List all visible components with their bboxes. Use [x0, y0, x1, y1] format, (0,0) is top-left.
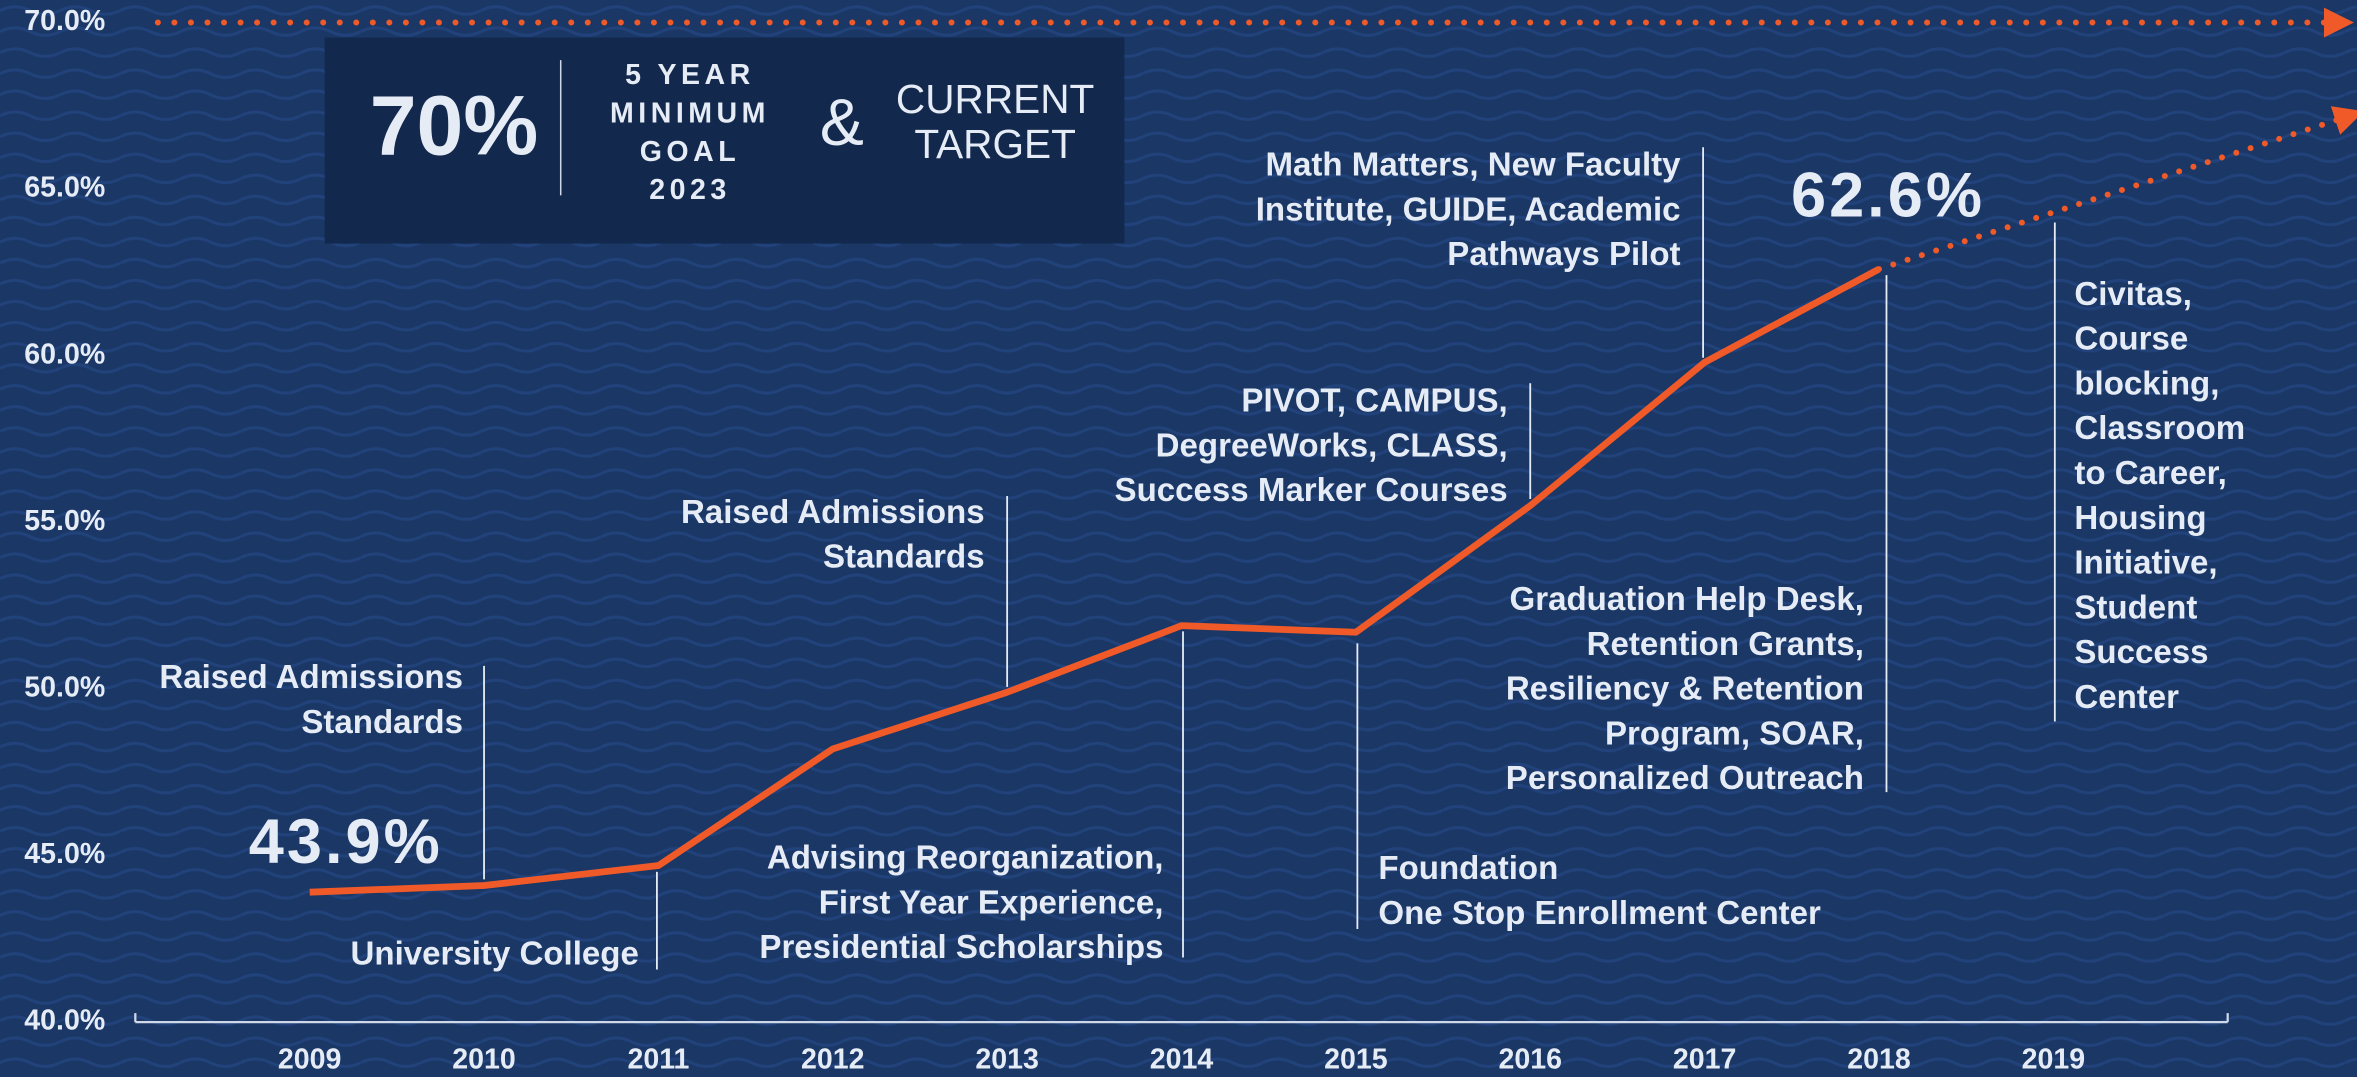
annotation-text: One Stop Enrollment Center — [1378, 895, 1821, 932]
annotation-text: Resiliency & Retention — [1506, 671, 1864, 708]
goal-amp: & — [820, 86, 864, 160]
annotation-text: First Year Experience, — [819, 884, 1164, 921]
annotation-text: blocking, — [2074, 365, 2219, 402]
annotation-text: Standards — [823, 539, 985, 576]
annotation-text: to Career, — [2074, 455, 2226, 492]
goal-small: MINIMUM — [610, 98, 770, 130]
annotation-text: Raised Admissions — [681, 494, 985, 531]
x-tick-label: 2014 — [1150, 1044, 1214, 1076]
goal-big: 70% — [370, 79, 538, 173]
y-tick-label: 65.0% — [24, 172, 105, 204]
x-tick-label: 2010 — [452, 1044, 516, 1076]
goal-right: TARGET — [914, 121, 1076, 167]
x-tick-label: 2019 — [2022, 1044, 2086, 1076]
annotation-text: Personalized Outreach — [1506, 760, 1864, 797]
y-tick-label: 45.0% — [24, 838, 105, 870]
x-tick-label: 2013 — [975, 1044, 1039, 1076]
annotation-text: Retention Grants, — [1587, 626, 1864, 663]
annotation-text: PIVOT, CAMPUS, — [1241, 383, 1507, 420]
goal-box — [324, 37, 1125, 244]
value-label: 62.6% — [1791, 161, 1985, 231]
annotation-text: Classroom — [2074, 410, 2245, 447]
annotation-text: Raised Admissions — [159, 659, 463, 696]
annotation-text: Student — [2074, 589, 2197, 626]
annotation-text: Presidential Scholarships — [759, 929, 1163, 966]
annotation-text: Civitas, — [2074, 276, 2192, 313]
data-line — [309, 266, 1881, 896]
annotation-text: Success Marker Courses — [1115, 472, 1508, 509]
y-tick-label: 60.0% — [24, 338, 105, 370]
annotation-text: Math Matters, New Faculty — [1266, 147, 1682, 184]
annotation-text: Initiative, — [2074, 545, 2217, 582]
value-label: 43.9% — [249, 807, 443, 877]
x-tick-label: 2017 — [1673, 1044, 1737, 1076]
goal-small: 2023 — [649, 174, 731, 206]
annotation-text: Advising Reorganization, — [767, 840, 1164, 877]
y-tick-label: 40.0% — [24, 1005, 105, 1037]
annotation-text: Housing — [2074, 500, 2206, 537]
goal-small: GOAL — [640, 136, 741, 168]
annotation-text: Center — [2074, 679, 2179, 716]
annotation-text: Course — [2074, 321, 2188, 358]
annotation-text: Institute, GUIDE, Academic — [1256, 191, 1681, 228]
y-tick-label: 70.0% — [24, 5, 105, 37]
annotation-text: DegreeWorks, CLASS, — [1156, 427, 1508, 464]
y-tick-label: 50.0% — [24, 671, 105, 703]
annotation-text: Foundation — [1378, 850, 1558, 887]
x-tick-label: 2012 — [801, 1044, 865, 1076]
x-tick-label: 2011 — [627, 1044, 689, 1076]
annotation-text: Program, SOAR, — [1605, 715, 1864, 752]
x-tick-label: 2016 — [1498, 1044, 1562, 1076]
y-tick-label: 55.0% — [24, 505, 105, 537]
x-tick-label: 2018 — [1847, 1044, 1911, 1076]
annotation-text: Graduation Help Desk, — [1510, 581, 1864, 618]
annotation-text: University College — [351, 936, 639, 973]
x-tick-label: 2009 — [278, 1044, 342, 1076]
annotation-text: Success — [2074, 634, 2208, 671]
goal-small: 5 YEAR — [625, 59, 755, 91]
annotation-text: Standards — [301, 704, 463, 741]
goal-right: CURRENT — [896, 76, 1094, 122]
annotation-text: Pathways Pilot — [1447, 236, 1680, 273]
x-tick-label: 2015 — [1324, 1044, 1388, 1076]
